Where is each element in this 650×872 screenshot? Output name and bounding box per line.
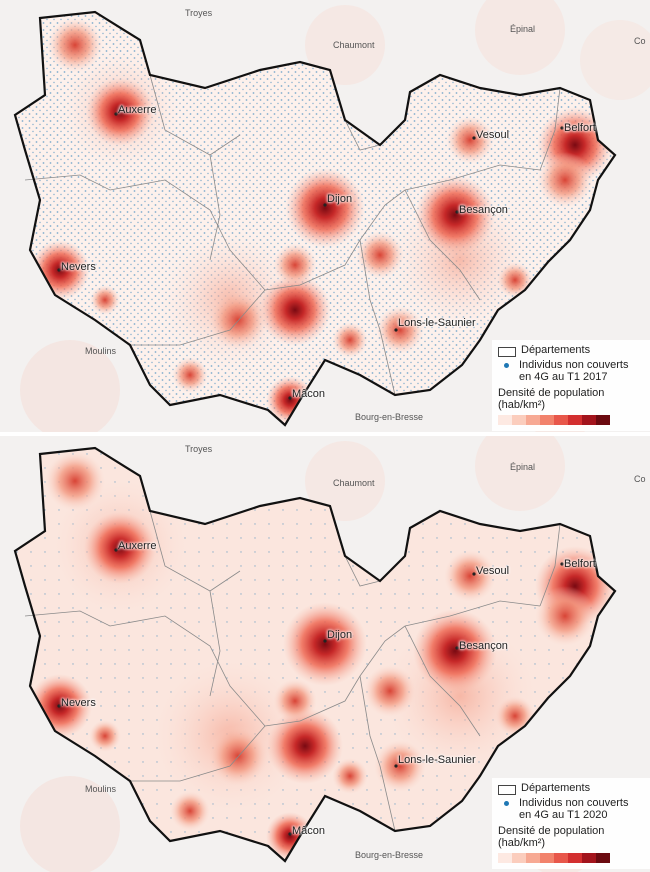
town-troyes: Troyes — [185, 444, 213, 454]
city-vesoul: Vesoul — [476, 129, 510, 141]
region-border — [13, 10, 617, 427]
legend-2020: Départements Individus non couverts en 4G… — [492, 778, 650, 869]
legend-density-title: Densité de population (hab/km²) — [498, 387, 644, 411]
legend-uncovered-line1: Individus non couverts — [519, 797, 629, 809]
map-panel-2020: Troyes Chaumont Épinal Co Moulins Bourg-… — [0, 436, 650, 872]
region-border — [13, 446, 617, 863]
density-ramp-swatch — [498, 853, 512, 863]
department-swatch — [498, 785, 516, 795]
city-dijon: Dijon — [327, 193, 353, 205]
density-ramp-swatch — [512, 415, 526, 425]
city-auxerre: Auxerre — [118, 540, 157, 552]
legend-density-line2: (hab/km²) — [498, 399, 546, 411]
town-bourg: Bourg-en-Bresse — [355, 850, 424, 860]
department-boundaries — [24, 510, 561, 832]
legend-departments: Départements — [521, 344, 591, 356]
city-auxerre: Auxerre — [118, 104, 157, 116]
city-lons: Lons-le-Saunier — [398, 317, 476, 329]
density-ramp-swatch — [582, 415, 596, 425]
legend-uncovered-line2: en 4G au T1 2017 — [519, 371, 608, 383]
town-co: Co — [634, 474, 646, 484]
density-ramp-swatch — [498, 415, 512, 425]
city-vesoul: Vesoul — [476, 565, 510, 577]
city-nevers: Nevers — [61, 697, 96, 709]
department-boundaries — [24, 74, 561, 396]
uncovered-dot-icon — [504, 801, 509, 806]
density-ramp-swatch — [554, 853, 568, 863]
city-macon: Mâcon — [292, 825, 326, 837]
legend-departments: Départements — [521, 782, 591, 794]
town-chaumont: Chaumont — [333, 478, 375, 488]
density-color-ramp — [498, 415, 644, 425]
city-besancon: Besançon — [459, 204, 508, 216]
map-panel-2017: Troyes Chaumont Épinal Co Moulins Bourg-… — [0, 0, 650, 432]
legend-density-title: Densité de population (hab/km²) — [498, 825, 644, 849]
town-troyes: Troyes — [185, 8, 213, 18]
density-ramp-swatch — [540, 853, 554, 863]
department-swatch — [498, 347, 516, 357]
density-ramp-swatch — [526, 853, 540, 863]
town-co: Co — [634, 36, 646, 46]
town-chaumont: Chaumont — [333, 40, 375, 50]
density-ramp-swatch — [582, 853, 596, 863]
legend-uncovered-line2: en 4G au T1 2020 — [519, 809, 608, 821]
legend-density-line1: Densité de population — [498, 825, 605, 837]
legend-uncovered: Individus non couverts en 4G au T1 2020 — [519, 797, 628, 821]
legend-uncovered-line1: Individus non couverts — [519, 359, 629, 371]
density-ramp-swatch — [540, 415, 554, 425]
town-epinal: Épinal — [510, 462, 536, 472]
city-belfort: Belfort — [564, 122, 596, 134]
density-ramp-swatch — [596, 853, 610, 863]
density-ramp-swatch — [554, 415, 568, 425]
legend-density-line2: (hab/km²) — [498, 837, 546, 849]
density-ramp-swatch — [568, 853, 582, 863]
density-color-ramp — [498, 853, 644, 863]
density-ramp-swatch — [568, 415, 582, 425]
city-belfort: Belfort — [564, 558, 596, 570]
town-moulins: Moulins — [85, 346, 117, 356]
town-moulins: Moulins — [85, 784, 117, 794]
legend-density-line1: Densité de population — [498, 387, 605, 399]
city-dijon: Dijon — [327, 629, 353, 641]
legend-2017: Départements Individus non couverts en 4G… — [492, 340, 650, 431]
density-ramp-swatch — [596, 415, 610, 425]
city-macon: Mâcon — [292, 388, 326, 400]
town-bourg: Bourg-en-Bresse — [355, 412, 424, 422]
map-canvas-2017 — [0, 0, 650, 432]
city-nevers: Nevers — [61, 261, 96, 273]
city-besancon: Besançon — [459, 640, 508, 652]
town-epinal: Épinal — [510, 24, 536, 34]
density-ramp-swatch — [526, 415, 540, 425]
density-ramp-swatch — [512, 853, 526, 863]
uncovered-dot-icon — [504, 363, 509, 368]
legend-uncovered: Individus non couverts en 4G au T1 2017 — [519, 359, 628, 383]
city-lons: Lons-le-Saunier — [398, 754, 476, 766]
